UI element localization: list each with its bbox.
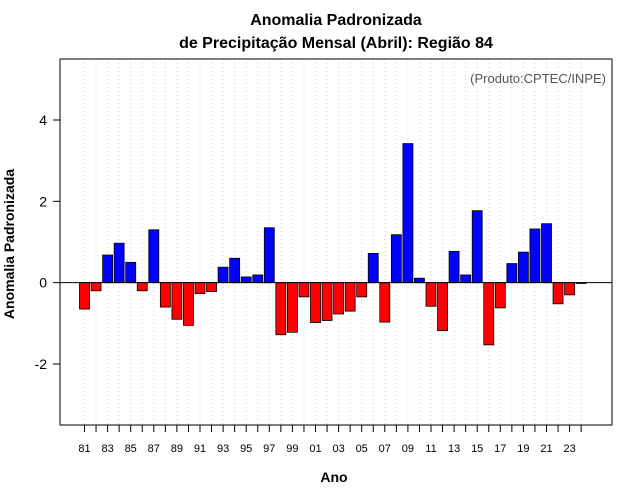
bar-81 [79,282,90,310]
bar-98 [275,282,287,336]
bar-23 [564,282,575,296]
bar-04 [344,282,356,312]
bar-86 [136,282,148,292]
x-tick-label: 97 [263,443,275,455]
plot-frame [59,58,613,426]
x-tick-label: 21 [540,443,552,455]
grid-lines [84,59,582,425]
x-axis: 81 83 85 87 89 91 93 95 97 99 01 03 05 07 09 11 13 15 17 19… [78,425,582,455]
bar-84 [113,242,125,284]
x-tick-label: 03 [332,443,344,455]
bar-01 [310,282,321,323]
bars [79,143,587,346]
bar-10 [414,277,425,284]
bar-88 [159,282,171,308]
y-tick-label: 2 [39,193,47,209]
x-tick-label: 11 [425,443,436,455]
bar-90 [183,282,194,326]
x-tick-label: 13 [448,443,460,455]
bar-09 [402,143,414,284]
x-tick-label: 07 [379,443,391,455]
bar-99 [286,282,298,333]
x-tick-label: 23 [563,443,575,455]
y-axis: -2 0 2 4 [35,112,60,372]
x-tick-label: 05 [356,443,368,455]
x-tick-label: 89 [171,443,183,455]
bar-22 [552,282,564,305]
bar-13 [448,250,460,284]
y-tick-label: -2 [35,356,48,372]
y-axis-label: Anomalia Padronizada [1,169,17,319]
x-tick-label: 99 [286,443,298,455]
bar-07 [379,282,391,323]
bar-12 [437,282,448,332]
bar-19 [518,251,529,284]
bar-96 [252,274,264,284]
bar-87 [148,229,160,284]
y-tick-label: 0 [39,275,47,291]
bar-20 [529,228,541,284]
bar-00 [298,282,310,298]
bar-14 [460,274,472,284]
x-tick-label: 17 [494,443,506,455]
x-tick-label: 95 [240,443,252,455]
x-tick-label: 91 [194,443,206,455]
bar-08 [390,234,402,284]
bar-03 [333,282,345,315]
bar-94 [229,257,241,284]
bar-17 [494,282,506,309]
bar-83 [102,254,113,284]
bar-02 [321,282,333,321]
x-tick-label: 15 [471,443,483,455]
bar-82 [90,282,102,292]
bar-92 [206,282,217,293]
bar-97 [263,227,275,284]
bar-85 [125,261,137,284]
x-tick-label: 85 [125,443,137,455]
bar-16 [483,282,495,346]
bar-89 [171,282,183,320]
bar-93 [217,266,229,284]
bar-15 [471,210,483,284]
chart-title: Anomalia Padronizada [250,12,422,29]
bar-95 [240,276,252,284]
chart-subtitle: de Precipitação Mensal (Abril): Região 8… [179,35,493,52]
x-axis-label: Ano [320,469,347,485]
x-tick-label: 93 [217,443,229,455]
x-tick-label: 01 [309,443,321,455]
x-tick-label: 83 [101,443,113,455]
source-annotation: (Produto:CPTEC/INPE) [470,71,606,86]
y-tick-label: 4 [39,112,47,128]
bar-05 [356,282,368,298]
bar-18 [506,263,518,284]
bar-06 [367,252,379,284]
bar-21 [541,223,552,284]
x-tick-label: 81 [78,443,90,455]
x-tick-label: 09 [402,443,414,455]
x-tick-label: 87 [148,443,160,455]
x-tick-label: 19 [517,443,529,455]
bar-91 [194,282,206,295]
bar-11 [425,282,437,307]
